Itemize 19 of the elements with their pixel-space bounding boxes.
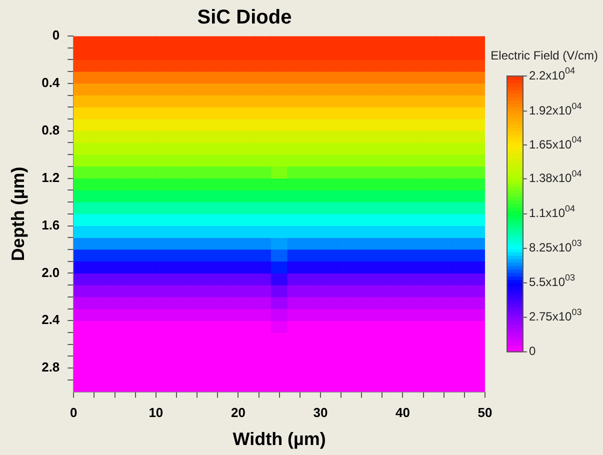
y-tick-label: 0.4	[42, 75, 60, 90]
color-bar-title: Electric Field (V/cm)	[490, 48, 598, 62]
y-tick-label: 1.2	[42, 170, 60, 185]
y-axis-title: Depth (µm)	[8, 166, 28, 262]
x-tick-label: 40	[396, 405, 410, 420]
x-tick-label: 20	[230, 405, 246, 420]
x-tick-label: 10	[148, 405, 164, 420]
y-tick-label: 0.8	[42, 122, 60, 138]
x-tick-label: 50	[478, 405, 492, 420]
y-tick-label: 1.6	[42, 217, 60, 232]
y-tick-label: 0	[52, 28, 60, 43]
y-tick-label: 2.8	[42, 360, 60, 375]
chart-title: SiC Diode	[197, 6, 292, 29]
y-tick-label: 2.0	[42, 264, 60, 280]
x-tick-label: 30	[313, 405, 328, 420]
y-tick-label: 2.4	[42, 312, 60, 328]
x-tick-label: 0	[70, 405, 78, 420]
color-bar-label: 0	[529, 344, 536, 358]
x-axis-title: Width (µm)	[232, 429, 326, 450]
